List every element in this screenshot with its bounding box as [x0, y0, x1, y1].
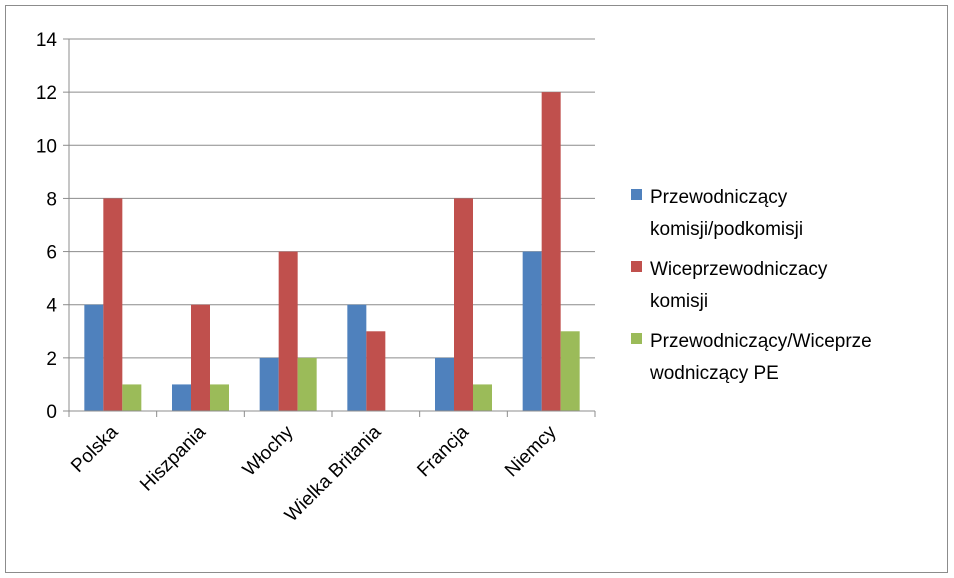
- bar: [278, 251, 298, 411]
- bar: [84, 304, 104, 411]
- y-tick-label: 2: [46, 349, 57, 370]
- y-tick-labels: 0 2 4 6 8 10 12 14: [36, 30, 58, 423]
- x-tick-label: Polska: [67, 421, 122, 476]
- bars: [84, 92, 580, 412]
- legend-swatch: [631, 333, 642, 344]
- legend-label: Przewodniczący/Wiceprze: [650, 331, 872, 352]
- legend-item: Przewodniczący/Wiceprze wodniczący PE: [631, 331, 872, 384]
- x-tick-label: Włochy: [239, 421, 298, 480]
- legend-item: Wiceprzewodniczacy komisji: [631, 259, 828, 312]
- x-tick-label: Hiszpania: [136, 421, 210, 495]
- bar: [172, 384, 191, 411]
- bar: [103, 198, 123, 411]
- bar: [541, 92, 561, 412]
- y-tick-label: 0: [46, 402, 57, 423]
- legend: Przewodniczący komisji/podkomisji Wiceprze…: [631, 187, 872, 384]
- legend-swatch: [631, 261, 642, 272]
- bar: [560, 331, 580, 411]
- legend-swatch: [631, 189, 642, 200]
- legend-label: Przewodniczący: [650, 187, 788, 208]
- bar: [210, 384, 229, 411]
- bar: [191, 304, 210, 411]
- bar: [366, 331, 386, 411]
- y-tick-label: 6: [46, 243, 57, 264]
- bar: [522, 251, 542, 411]
- legend-label: komisji: [650, 291, 708, 312]
- y-tick-label: 14: [36, 30, 58, 51]
- bar: [347, 304, 367, 411]
- y-tick-label: 12: [36, 83, 57, 104]
- x-tick-label: Niemcy: [501, 421, 561, 481]
- legend-label: komisji/podkomisji: [650, 219, 803, 240]
- legend-item: Przewodniczący komisji/podkomisji: [631, 187, 803, 240]
- bar: [297, 357, 317, 411]
- legend-label: Wiceprzewodniczacy: [650, 259, 828, 280]
- x-tick-label: Francja: [413, 421, 473, 481]
- legend-label: wodniczący PE: [649, 363, 779, 384]
- bar: [473, 384, 492, 411]
- y-tick-label: 8: [46, 189, 57, 210]
- axes: [63, 38, 596, 417]
- grid-lines: [69, 38, 595, 359]
- y-tick-label: 4: [46, 296, 57, 317]
- bar: [122, 384, 142, 411]
- bar: [454, 198, 473, 411]
- y-tick-label: 10: [36, 136, 57, 157]
- bar: [259, 357, 279, 411]
- bar: [435, 357, 454, 411]
- chart-frame: 0 2 4 6 8 10 12 14 Polska Hiszpania Włochy Wielka …: [5, 5, 948, 573]
